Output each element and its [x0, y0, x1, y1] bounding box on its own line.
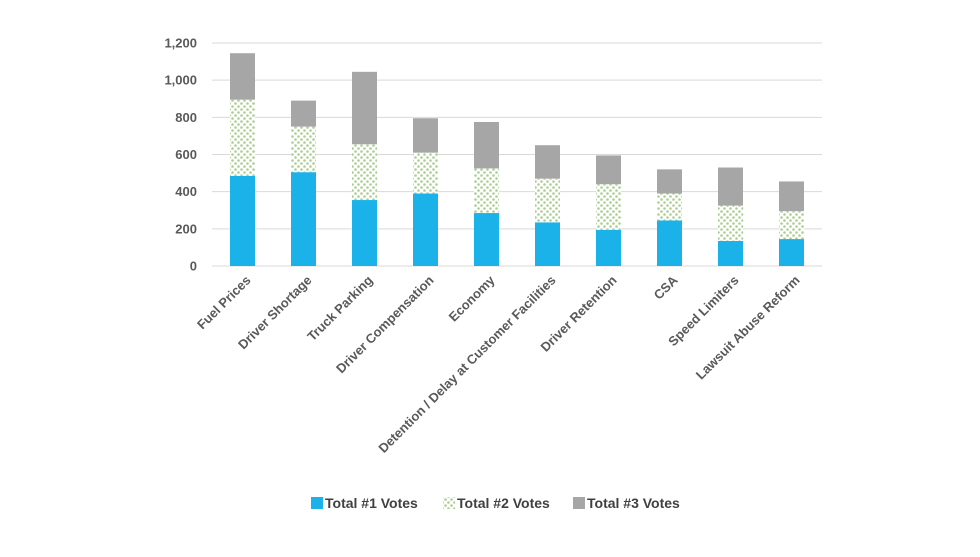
bar-segment-series-1 [657, 220, 682, 266]
bar-segment-series-1 [413, 193, 438, 266]
bar-segment-series-2 [718, 205, 743, 241]
x-category-label: CSA [651, 272, 681, 302]
legend-label-series-3: Total #3 Votes [587, 495, 680, 511]
bar-segment-series-3 [291, 100, 316, 127]
bar-segment-series-2 [474, 168, 499, 214]
y-tick-label: 1,000 [164, 73, 197, 88]
bar-segment-series-3 [474, 121, 499, 169]
bar-segment-series-3 [657, 169, 682, 194]
bar-segment-series-1 [596, 229, 621, 266]
bar-segment-series-3 [779, 181, 804, 212]
bar-segment-series-3 [596, 155, 621, 185]
y-tick-label: 600 [175, 147, 197, 162]
bar-segment-series-1 [230, 175, 255, 266]
bar-segment-series-1 [779, 239, 804, 266]
y-tick-label: 1,200 [164, 36, 197, 51]
bar-segment-series-2 [352, 144, 377, 201]
bar-segment-series-3 [230, 53, 255, 100]
bar-segment-series-2 [413, 152, 438, 194]
y-tick-label: 200 [175, 221, 197, 236]
y-axis-tick-labels: 0 200 400 600 800 1,000 1,200 [164, 36, 197, 274]
bar-segment-series-3 [413, 118, 438, 153]
legend-label-series-1: Total #1 Votes [325, 495, 418, 511]
bar-segment-series-1 [718, 240, 743, 266]
bar-segment-series-1 [352, 200, 377, 266]
bar-segment-series-3 [718, 167, 743, 206]
bar-segment-series-3 [352, 71, 377, 145]
y-tick-label: 400 [175, 184, 197, 199]
bar-segment-series-2 [291, 126, 316, 173]
bar-segment-series-2 [596, 184, 621, 230]
bars [230, 53, 804, 266]
bar-segment-series-2 [535, 178, 560, 223]
legend: Total #1 Votes Total #2 Votes Total #3 Vot… [311, 495, 680, 511]
bar-segment-series-1 [474, 213, 499, 266]
legend-label-series-2: Total #2 Votes [457, 495, 550, 511]
bar-segment-series-2 [657, 193, 682, 221]
bar-segment-series-1 [535, 222, 560, 266]
bar-segment-series-2 [779, 211, 804, 240]
x-category-label: Economy [446, 272, 499, 325]
legend-swatch-series-1 [311, 497, 323, 509]
legend-swatch-series-2 [443, 497, 455, 509]
x-category-label: Fuel Prices [194, 273, 254, 333]
x-category-label: Lawsuit Abuse Reform [693, 273, 803, 383]
bar-segment-series-2 [230, 99, 255, 176]
bar-segment-series-3 [535, 145, 560, 179]
bar-segment-series-1 [291, 172, 316, 266]
legend-swatch-series-3 [573, 497, 585, 509]
y-tick-label: 0 [190, 259, 197, 274]
y-tick-label: 800 [175, 110, 197, 125]
